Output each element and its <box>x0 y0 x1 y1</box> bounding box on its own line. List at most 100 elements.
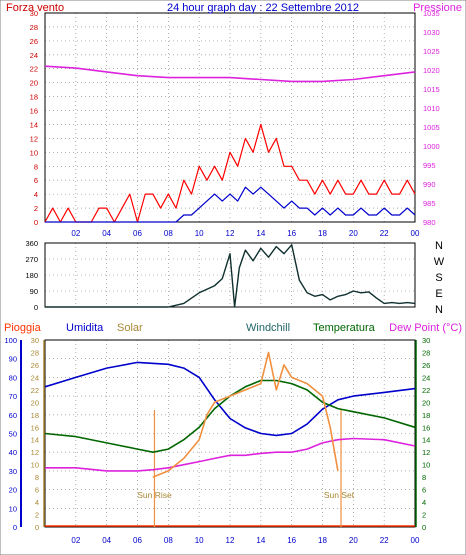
p1-ytick-left-13: 26 <box>30 37 38 46</box>
p3-ytick-humidity-7: 70 <box>9 392 17 401</box>
p1-xtick-11: 00 <box>411 229 420 238</box>
p3-ytick-right-3: 6 <box>422 486 426 495</box>
p3-legend-label-3: Windchill <box>246 322 290 334</box>
p3-ytick-right-2: 4 <box>422 498 426 507</box>
p3-ytick-solar-15: 30 <box>31 336 39 345</box>
p3-ytick-humidity-8: 80 <box>9 373 17 382</box>
p3-ytick-solar-8: 16 <box>31 423 39 432</box>
p1-ytick-right-10: 1030 <box>423 28 440 37</box>
p1-xtick-1: 04 <box>102 229 111 238</box>
p1-xtick-2: 06 <box>133 229 142 238</box>
p3-ytick-right-7: 14 <box>422 436 430 445</box>
p3-ytick-humidity-0: 0 <box>13 523 17 532</box>
p2-compass-label-1: W <box>434 256 445 268</box>
p3-ytick-solar-3: 6 <box>35 486 39 495</box>
p3-xtick-0: 02 <box>71 536 80 545</box>
p1-ytick-left-6: 12 <box>30 134 38 143</box>
p1-ytick-right-6: 1010 <box>423 104 440 113</box>
p3-ytick-right-6: 12 <box>422 448 430 457</box>
p1-ytick-left-10: 20 <box>30 79 38 88</box>
p3-ytick-solar-11: 22 <box>31 386 39 395</box>
p1-xtick-0: 02 <box>71 229 80 238</box>
p3-xtick-9: 20 <box>349 536 358 545</box>
p3-ytick-humidity-4: 40 <box>9 448 17 457</box>
p3-ytick-solar-14: 28 <box>31 348 39 357</box>
p1-ytick-left-9: 18 <box>30 93 38 102</box>
p1-xtick-3: 08 <box>164 229 173 238</box>
p2-ytick-1: 90 <box>30 287 38 296</box>
p3-ytick-right-9: 18 <box>422 411 430 420</box>
p1-ytick-right-8: 1020 <box>423 66 440 75</box>
p1-ytick-left-8: 16 <box>30 107 38 116</box>
p3-ytick-right-5: 10 <box>422 461 430 470</box>
p1-ytick-right-9: 1025 <box>423 47 440 56</box>
p3-ytick-solar-7: 14 <box>31 436 39 445</box>
p3-ytick-solar-4: 8 <box>35 473 39 482</box>
p1-ytick-left-12: 24 <box>30 51 38 60</box>
p3-ytick-humidity-10: 100 <box>4 336 17 345</box>
p3-legend-label-2: Solar <box>117 322 143 334</box>
p3-ytick-humidity-1: 10 <box>9 504 17 513</box>
p1-ytick-left-2: 4 <box>34 190 38 199</box>
p3-xtick-5: 12 <box>226 536 235 545</box>
p2-compass-label-3: E <box>435 288 442 300</box>
p3-ytick-right-8: 16 <box>422 423 430 432</box>
p3-ytick-right-10: 20 <box>422 398 430 407</box>
p3-ytick-humidity-6: 60 <box>9 411 17 420</box>
p3-ytick-right-11: 22 <box>422 386 430 395</box>
p1-xtick-5: 12 <box>226 229 235 238</box>
p3-ytick-right-4: 8 <box>422 473 426 482</box>
chart-title: 24 hour graph day : 22 Settembre 2012 <box>167 2 359 14</box>
p3-sunrise-label: Sun Rise <box>137 490 172 500</box>
p3-xtick-6: 14 <box>256 536 265 545</box>
p1-xtick-6: 14 <box>256 229 265 238</box>
p1-ytick-left-11: 22 <box>30 65 38 74</box>
p3-ytick-humidity-2: 20 <box>9 486 17 495</box>
p2-ytick-2: 180 <box>25 271 38 280</box>
p3-legend-label-5: Dew Point (°C) <box>389 322 462 334</box>
p3-ytick-humidity-5: 50 <box>9 430 17 439</box>
p2-compass-label-0: N <box>435 240 443 252</box>
p1-xtick-10: 22 <box>380 229 389 238</box>
p1-ytick-left-1: 2 <box>34 204 38 213</box>
p1-xtick-4: 10 <box>195 229 204 238</box>
p1-ytick-left-7: 14 <box>30 120 38 129</box>
p1-ytick-right-3: 995 <box>423 161 436 170</box>
p2-compass-label-4: N <box>435 304 443 316</box>
p3-ytick-solar-12: 24 <box>31 373 39 382</box>
p3-ytick-solar-6: 12 <box>31 448 39 457</box>
p1-ytick-left-5: 10 <box>30 148 38 157</box>
p1-ytick-right-0: 980 <box>423 218 436 227</box>
p1-xtick-9: 20 <box>349 229 358 238</box>
p3-ytick-solar-10: 20 <box>31 398 39 407</box>
p1-xtick-7: 16 <box>287 229 296 238</box>
p1-ytick-left-4: 8 <box>34 162 38 171</box>
p1-ytick-right-1: 985 <box>423 199 436 208</box>
p1-ytick-right-7: 1015 <box>423 85 440 94</box>
p3-ytick-solar-5: 10 <box>31 461 39 470</box>
p3-ytick-solar-1: 2 <box>35 511 39 520</box>
p2-ytick-4: 360 <box>25 239 38 248</box>
p1-ytick-left-3: 6 <box>34 176 38 185</box>
p2-compass-label-2: S <box>435 272 442 284</box>
p3-legend-label-1: Umidita <box>66 322 104 334</box>
p3-xtick-2: 06 <box>133 536 142 545</box>
p1-ytick-left-0: 0 <box>34 218 38 227</box>
p3-ytick-right-15: 30 <box>422 336 430 345</box>
p1-ytick-right-5: 1005 <box>423 123 440 132</box>
p3-ytick-humidity-3: 30 <box>9 467 17 476</box>
p3-ytick-right-1: 2 <box>422 511 426 520</box>
p3-legend-label-0: Pioggia <box>4 322 42 334</box>
p3-ytick-solar-9: 18 <box>31 411 39 420</box>
p3-xtick-1: 04 <box>102 536 111 545</box>
p3-xtick-11: 00 <box>411 536 420 545</box>
p3-ytick-right-12: 24 <box>422 373 430 382</box>
p3-xtick-7: 16 <box>287 536 296 545</box>
p3-xtick-8: 18 <box>318 536 327 545</box>
left-axis-label: Forza vento <box>6 2 64 14</box>
p3-sunset-label: Sun Set <box>324 490 355 500</box>
p3-ytick-solar-13: 26 <box>31 361 39 370</box>
p1-xtick-8: 18 <box>318 229 327 238</box>
p2-ytick-0: 0 <box>34 303 38 312</box>
